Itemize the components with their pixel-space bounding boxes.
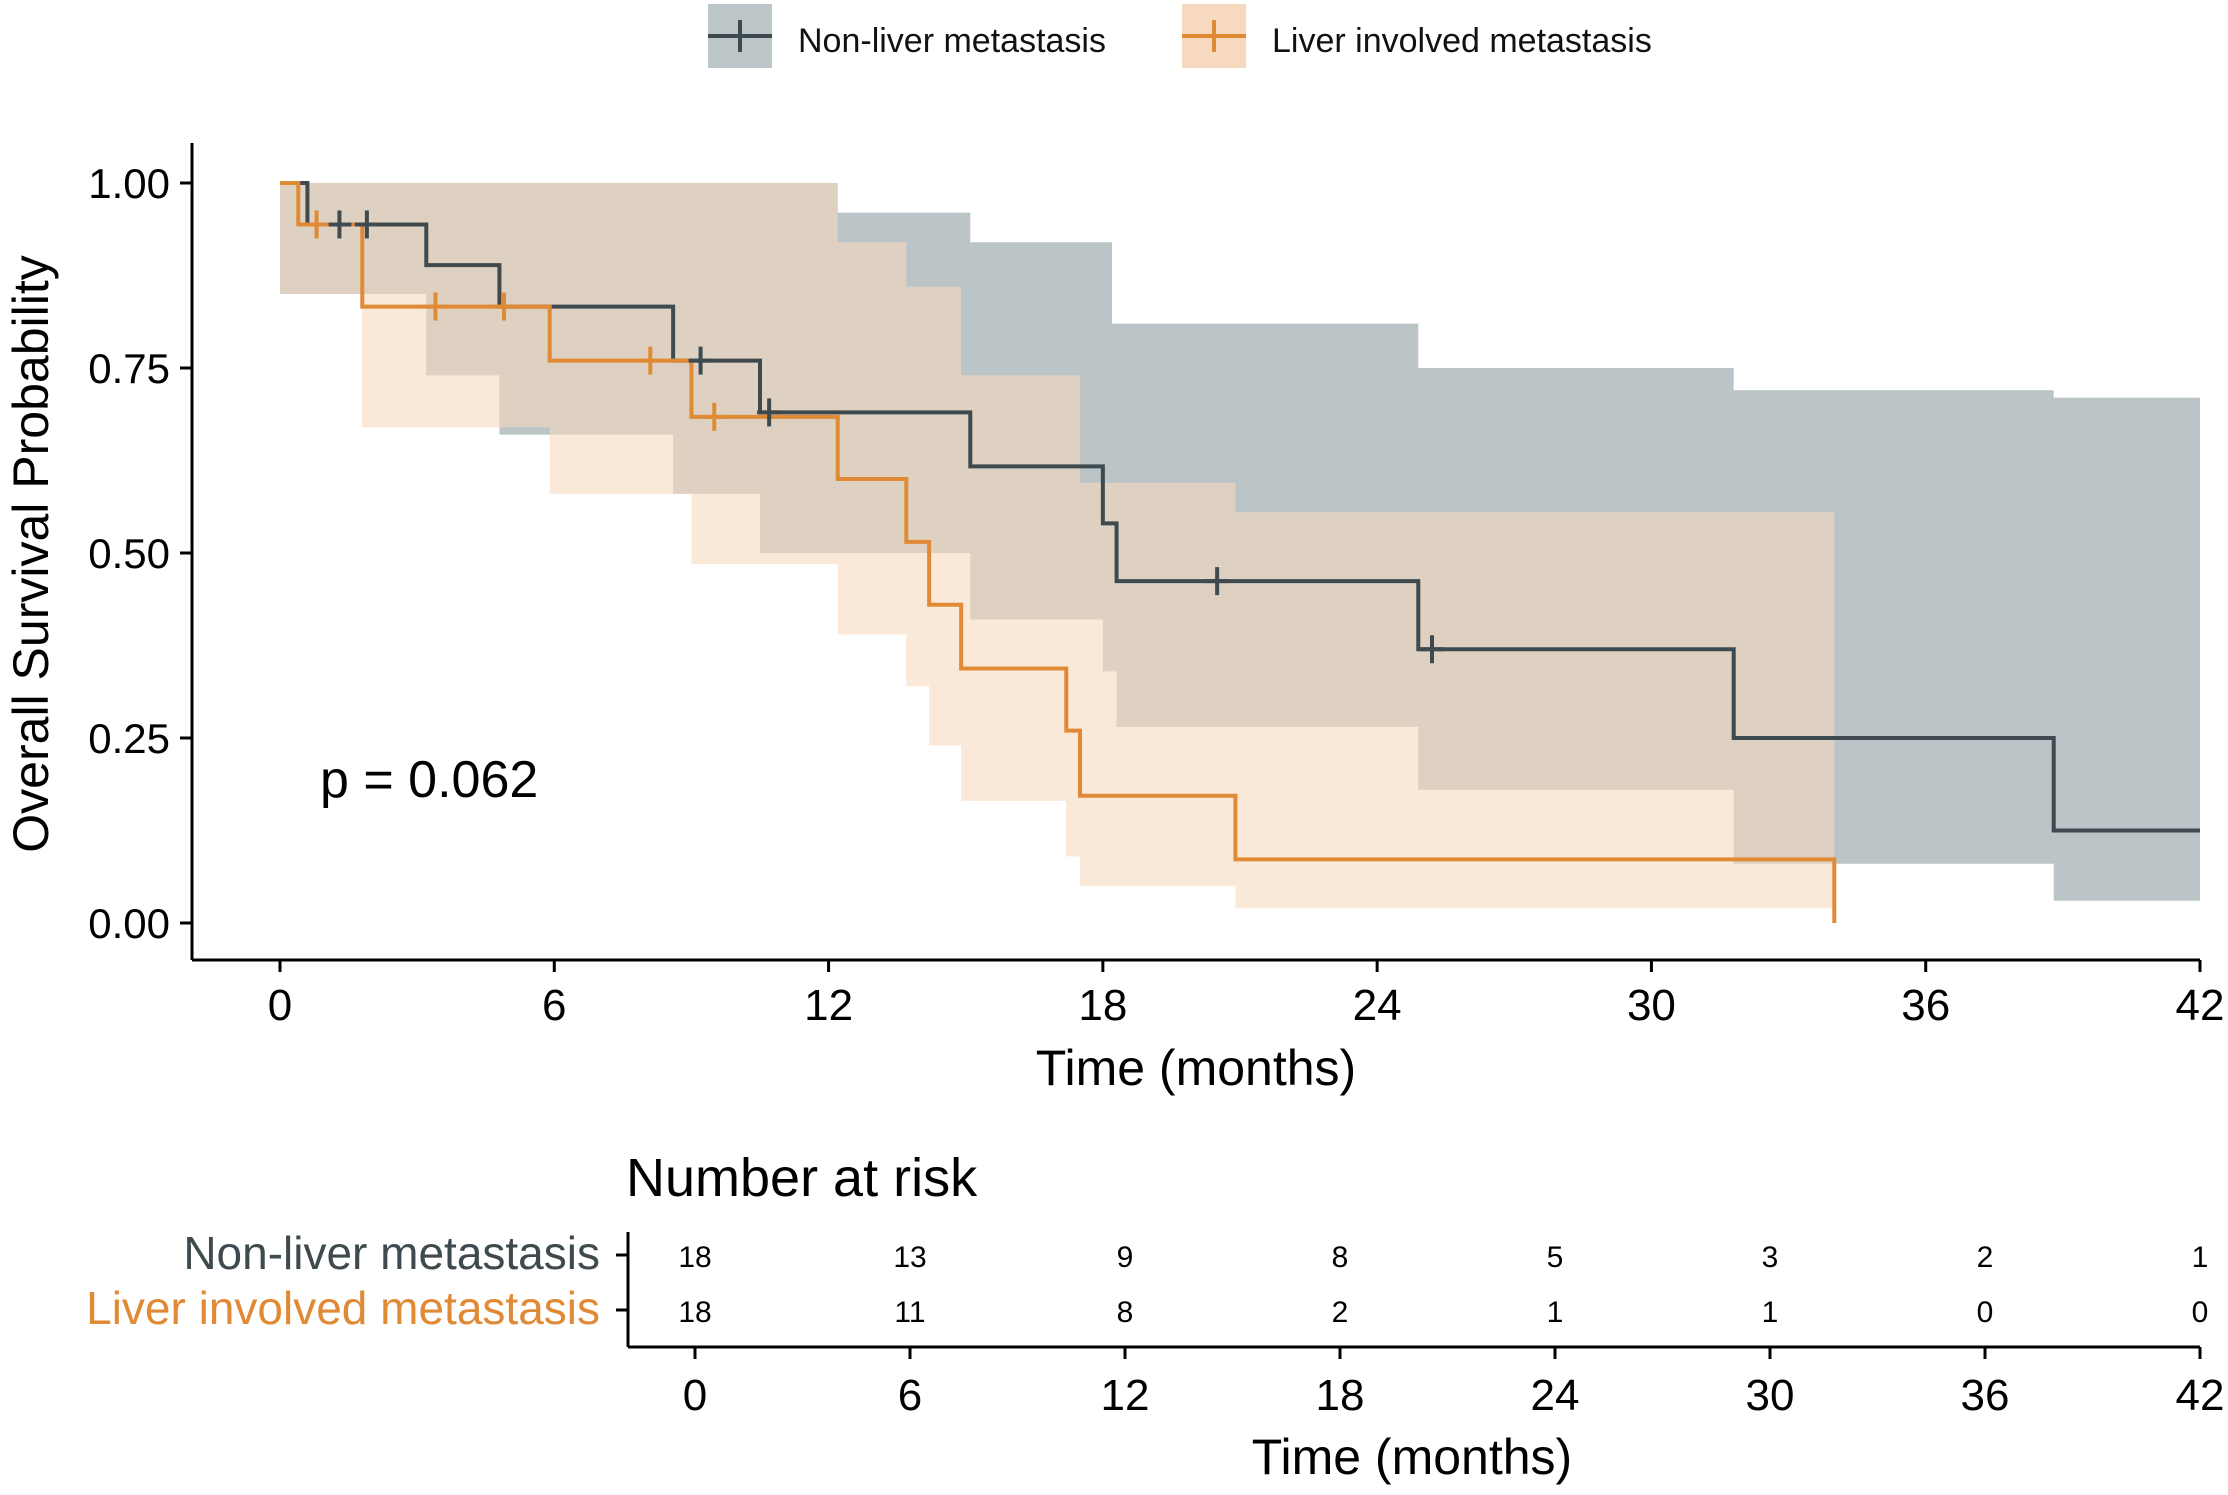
- y-axis-label: Overall Survival Probability: [3, 255, 59, 852]
- x-tick-label: 6: [542, 981, 566, 1030]
- censor-mark-non-liver: [354, 210, 379, 239]
- survival-curve-non-liver: [280, 181, 2200, 833]
- risk-count: 2: [1332, 1296, 1349, 1329]
- risk-table-title: Number at risk: [626, 1148, 978, 1208]
- risk-x-tick-label: 12: [1101, 1371, 1150, 1420]
- risk-count: 8: [1332, 1241, 1349, 1274]
- risk-x-tick-label: 0: [683, 1371, 707, 1420]
- risk-count: 8: [1117, 1296, 1134, 1329]
- censor-mark-non-liver: [1420, 635, 1444, 664]
- x-axis-label: Time (months): [1036, 1040, 1356, 1096]
- risk-count: 1: [1547, 1296, 1564, 1329]
- censor-mark-non-liver: [757, 398, 782, 427]
- risk-count: 3: [1762, 1241, 1779, 1274]
- risk-count: 2: [1977, 1241, 1994, 1274]
- risk-x-tick-label: 6: [898, 1371, 922, 1420]
- risk-x-tick-label: 36: [1961, 1371, 2010, 1420]
- ci-band-liver: [280, 183, 1835, 909]
- risk-count: 11: [894, 1296, 925, 1329]
- y-tick-label: 0.25: [88, 715, 170, 762]
- censor-mark-non-liver: [327, 210, 352, 239]
- risk-count: 5: [1547, 1241, 1564, 1274]
- x-tick-label: 30: [1627, 981, 1676, 1030]
- legend-label-non-liver: Non-liver metastasis: [798, 22, 1106, 60]
- x-tick-label: 12: [804, 981, 853, 1030]
- risk-row-label: Liver involved metastasis: [86, 1282, 600, 1334]
- survival-curve-liver: [280, 181, 1837, 923]
- plot-area: 0 6 12 18 24 30 36 42 0.00 0.25 0.50 0.75 1.00 p = …: [3, 143, 2224, 1096]
- y-tick-label: 0.00: [88, 900, 170, 947]
- y-tick-label: 0.75: [88, 345, 170, 392]
- x-tick-label: 18: [1078, 981, 1127, 1030]
- risk-count: 0: [2192, 1296, 2209, 1329]
- x-tick-label: 24: [1353, 981, 1402, 1030]
- x-tick-label: 36: [1901, 981, 1950, 1030]
- risk-x-tick-label: 18: [1316, 1371, 1365, 1420]
- censor-mark-liver: [638, 346, 663, 375]
- risk-count: 9: [1117, 1241, 1134, 1274]
- risk-x-tick-label: 24: [1531, 1371, 1580, 1420]
- y-tick-label: 0.50: [88, 530, 170, 577]
- censor-mark-non-liver: [1205, 567, 1230, 596]
- risk-count: 1: [1762, 1296, 1779, 1329]
- censor-mark-liver: [492, 292, 516, 321]
- risk-count: 18: [678, 1241, 711, 1274]
- censor-mark-liver: [702, 402, 727, 431]
- risk-x-tick-label: 42: [2176, 1371, 2225, 1420]
- x-tick-label: 0: [268, 981, 292, 1030]
- y-tick-label: 1.00: [88, 160, 170, 207]
- legend-label-liver: Liver involved metastasis: [1272, 22, 1652, 60]
- risk-count: 1: [2192, 1241, 2209, 1274]
- legend: Non-liver metastasis Liver involved meta…: [708, 4, 1652, 68]
- censor-mark-liver: [304, 210, 329, 239]
- risk-table: Number at risk Non-liver metastasis 18 13 9…: [86, 1148, 2224, 1485]
- risk-table-x-label: Time (months): [1252, 1429, 1572, 1485]
- risk-count: 18: [678, 1296, 711, 1329]
- x-tick-label: 42: [2176, 981, 2225, 1030]
- risk-row-label: Non-liver metastasis: [183, 1227, 600, 1279]
- risk-count: 13: [893, 1241, 926, 1274]
- risk-count: 0: [1977, 1296, 1994, 1329]
- risk-x-tick-label: 30: [1746, 1371, 1795, 1420]
- p-value-annotation: p = 0.062: [320, 751, 538, 809]
- censor-mark-liver: [423, 292, 448, 321]
- censor-mark-non-liver: [688, 346, 713, 375]
